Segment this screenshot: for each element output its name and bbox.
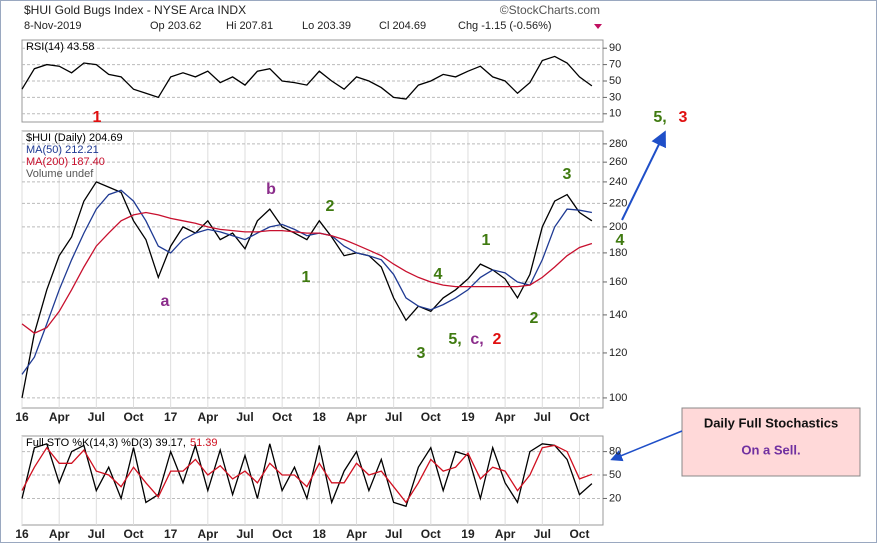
x-tick-label: Apr	[346, 410, 367, 424]
annotation: 3	[417, 345, 426, 362]
x-tick-label: Apr	[49, 527, 70, 541]
annotation: 2	[326, 198, 335, 215]
x-tick-label: 18	[313, 527, 327, 541]
source: ©StockCharts.com	[500, 3, 600, 17]
series-line	[21, 211, 593, 334]
callout-box	[681, 407, 861, 477]
x-tick-label: Oct	[272, 527, 292, 541]
arrow	[610, 430, 683, 462]
x-tick-label: Jul	[88, 410, 105, 424]
date: 8-Nov-2019	[24, 20, 81, 32]
open: Op 203.62	[150, 20, 201, 32]
x-tick-label: Jul	[534, 527, 551, 541]
y-tick-label: 220	[609, 197, 627, 209]
annotation: 2	[530, 310, 539, 327]
series-line	[21, 442, 593, 508]
panel	[21, 435, 604, 526]
x-tick-label: Jul	[534, 410, 551, 424]
y-tick-label: 50	[609, 75, 621, 87]
arrow	[621, 130, 666, 221]
y-tick-label: 280	[609, 138, 627, 150]
y-tick-label: 200	[609, 221, 627, 233]
x-tick-label: 17	[164, 527, 178, 541]
annotation: 3	[563, 166, 572, 183]
y-tick-label: 140	[609, 309, 627, 321]
x-tick-label: Oct	[272, 410, 292, 424]
y-tick-label: 100	[609, 392, 627, 404]
legend-entry: Volume undef	[26, 168, 94, 180]
legend-entry: 51.39	[190, 437, 218, 449]
annotation: 4	[616, 232, 625, 249]
annotation: 5,	[448, 331, 461, 348]
x-tick-label: Oct	[569, 527, 589, 541]
x-tick-label: 18	[313, 410, 327, 424]
y-tick-label: 90	[609, 42, 621, 54]
annotation: 4	[434, 266, 443, 283]
annotation: b	[266, 181, 276, 198]
y-tick-label: 80	[609, 446, 621, 458]
y-tick-label: 120	[609, 347, 627, 359]
annotation: c,	[470, 331, 483, 348]
legend-entry: Full STO %K(14,3) %D(3) 39.17,	[26, 437, 186, 449]
x-tick-label: 19	[461, 410, 475, 424]
x-tick-label: Apr	[495, 527, 516, 541]
x-tick-label: Jul	[88, 527, 105, 541]
series-line	[21, 55, 593, 100]
legend-entry: $HUI (Daily) 204.69	[26, 132, 123, 144]
legend-entry: MA(50) 212.21	[26, 144, 99, 156]
x-tick-label: Oct	[123, 527, 143, 541]
x-tick-label: Jul	[385, 527, 402, 541]
y-tick-label: 180	[609, 247, 627, 259]
annotation: 1	[482, 232, 491, 249]
x-tick-label: Jul	[236, 527, 253, 541]
x-tick-label: 19	[461, 527, 475, 541]
x-tick-label: Apr	[495, 410, 516, 424]
change: Chg -1.15 (-0.56%)	[458, 20, 552, 32]
x-tick-label: 17	[164, 410, 178, 424]
y-tick-label: 260	[609, 156, 627, 168]
x-tick-label: Jul	[236, 410, 253, 424]
y-tick-label: 240	[609, 176, 627, 188]
y-tick-label: 20	[609, 492, 621, 504]
annotation: 2	[493, 331, 502, 348]
panel	[21, 130, 604, 409]
series-line	[21, 444, 593, 504]
callout-title: Daily Full Stochastics	[704, 415, 838, 430]
y-tick-label: 30	[609, 91, 621, 103]
x-tick-label: 16	[15, 410, 29, 424]
x-tick-label: 16	[15, 527, 29, 541]
high: Hi 207.81	[226, 20, 273, 32]
y-tick-label: 10	[609, 108, 621, 120]
annotation: 3	[679, 109, 688, 126]
x-tick-label: Apr	[49, 410, 70, 424]
chart-title: $HUI Gold Bugs Index - NYSE Arca INDX	[24, 3, 246, 17]
annotation: 1	[93, 109, 102, 126]
low: Lo 203.39	[302, 20, 351, 32]
x-tick-label: Oct	[123, 410, 143, 424]
annotation: a	[161, 293, 170, 310]
x-tick-label: Apr	[197, 410, 218, 424]
legend-entry: RSI(14) 43.58	[26, 41, 94, 53]
annotation: 5,	[653, 109, 666, 126]
x-tick-label: Oct	[421, 527, 441, 541]
y-tick-label: 50	[609, 469, 621, 481]
x-tick-label: Apr	[346, 527, 367, 541]
y-tick-label: 160	[609, 276, 627, 288]
annotation: 1	[302, 269, 311, 286]
series-line	[21, 189, 593, 375]
series-line	[21, 181, 593, 399]
down-triangle	[594, 24, 602, 29]
x-tick-label: Oct	[569, 410, 589, 424]
x-tick-label: Apr	[197, 527, 218, 541]
callout-text: On a Sell.	[741, 442, 800, 457]
x-tick-label: Oct	[421, 410, 441, 424]
y-tick-label: 70	[609, 59, 621, 71]
close: Cl 204.69	[379, 20, 426, 32]
legend-entry: MA(200) 187.40	[26, 156, 105, 168]
x-tick-label: Jul	[385, 410, 402, 424]
